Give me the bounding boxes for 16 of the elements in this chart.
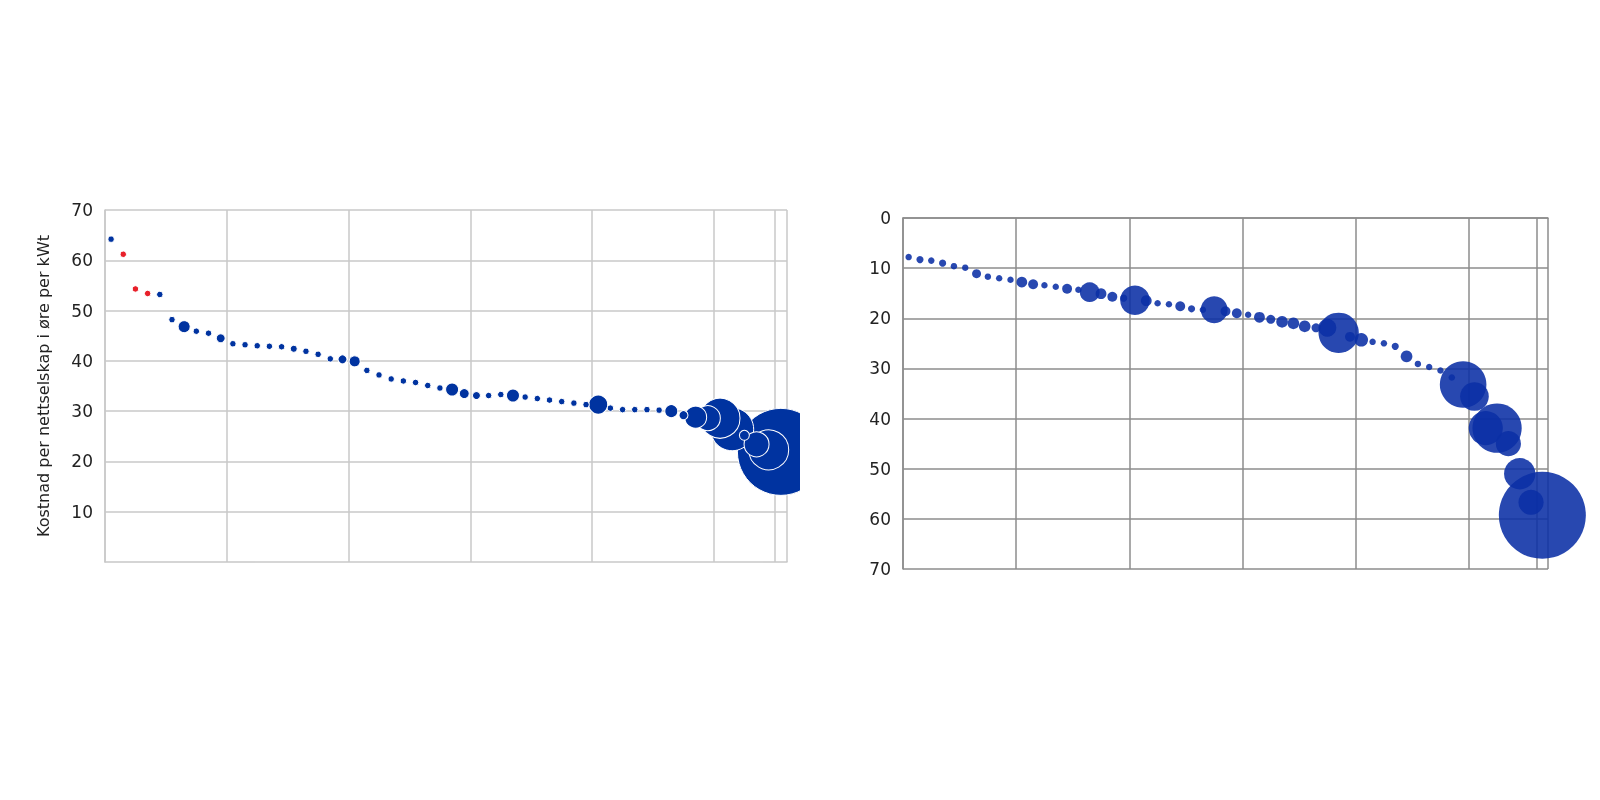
y-tick-label: 30 [869,358,891,379]
y-tick-label: 10 [869,258,891,279]
y-tick-label: 10 [71,501,93,522]
y-tick-label: 0 [880,208,891,228]
y-tick-label: 30 [71,401,93,422]
y-tick-label: 60 [869,508,891,529]
y-tick-label: 50 [869,458,891,479]
y-tick-label: 40 [869,408,891,429]
y-tick-label: 60 [71,250,93,271]
y-tick-label: 20 [869,308,891,329]
y-axis-title: Kostnad per nettselskap i øre per kWt [33,235,53,537]
y-tick-label: 50 [71,300,93,321]
y-tick-label: 70 [71,200,93,220]
y-tick-label: 20 [71,451,93,472]
y-tick-label: 40 [71,350,93,371]
y-tick-label: 70 [869,559,891,579]
